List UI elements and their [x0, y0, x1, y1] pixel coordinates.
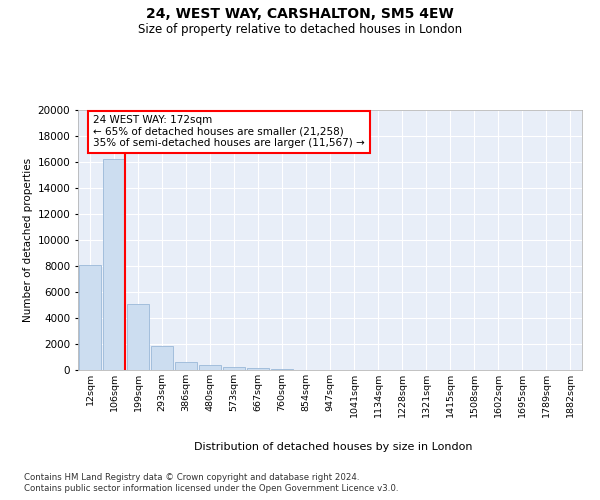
Bar: [151, 346, 173, 370]
Text: Contains HM Land Registry data © Crown copyright and database right 2024.: Contains HM Land Registry data © Crown c…: [24, 472, 359, 482]
Bar: [247, 368, 269, 370]
Bar: [79, 266, 101, 370]
Text: 24, WEST WAY, CARSHALTON, SM5 4EW: 24, WEST WAY, CARSHALTON, SM5 4EW: [146, 8, 454, 22]
Text: Size of property relative to detached houses in London: Size of property relative to detached ho…: [138, 22, 462, 36]
Bar: [223, 368, 245, 370]
Bar: [127, 304, 149, 370]
Bar: [175, 362, 197, 370]
Text: 24 WEST WAY: 172sqm
← 65% of detached houses are smaller (21,258)
35% of semi-de: 24 WEST WAY: 172sqm ← 65% of detached ho…: [93, 115, 365, 148]
Bar: [199, 364, 221, 370]
Text: Contains public sector information licensed under the Open Government Licence v3: Contains public sector information licen…: [24, 484, 398, 493]
Bar: [103, 160, 125, 370]
Text: Distribution of detached houses by size in London: Distribution of detached houses by size …: [194, 442, 472, 452]
Bar: [271, 369, 293, 370]
Y-axis label: Number of detached properties: Number of detached properties: [23, 158, 34, 322]
